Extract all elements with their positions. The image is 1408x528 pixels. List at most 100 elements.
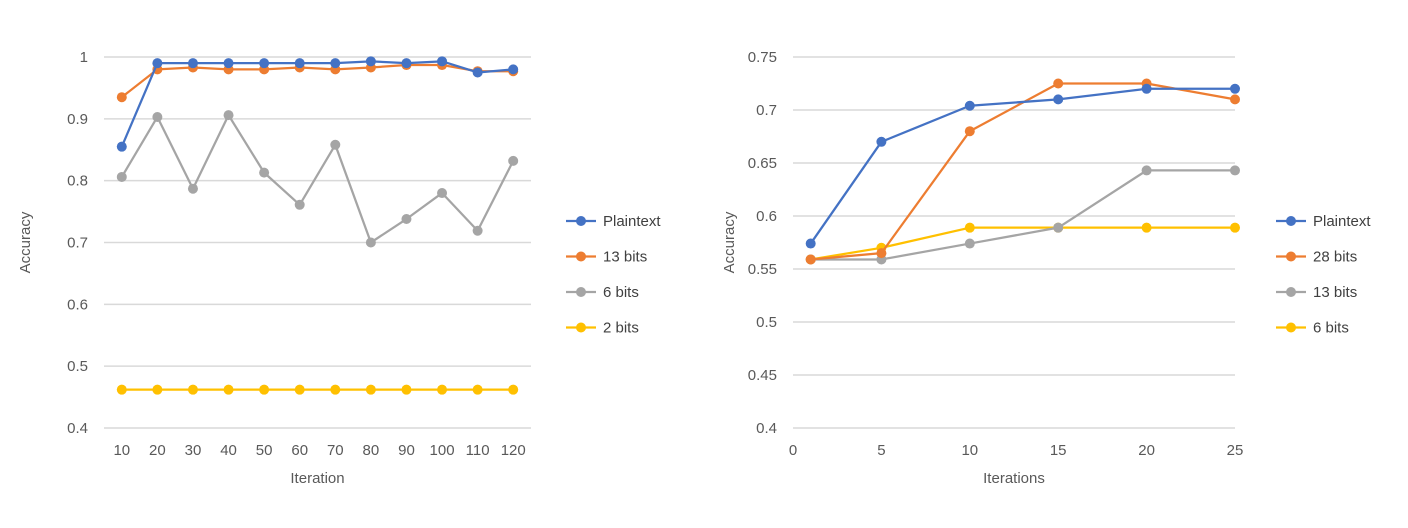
x-tick-label: 10: [113, 442, 130, 459]
data-point: [294, 58, 305, 69]
x-tick-label: 110: [466, 442, 490, 459]
data-point: [152, 111, 163, 122]
legend-marker: [576, 251, 586, 262]
data-point: [1053, 94, 1064, 105]
series-line: [121, 63, 514, 99]
x-tick-label: 70: [327, 442, 344, 459]
x-tick-label: 20: [149, 442, 166, 459]
data-point: [964, 126, 975, 137]
legend-marker: [1286, 322, 1296, 333]
data-point: [1053, 222, 1064, 233]
data-point: [1141, 83, 1152, 94]
y-tick-label: 0.6: [756, 208, 777, 225]
x-tick-label: 0: [789, 442, 797, 459]
y-tick-label: 0.55: [748, 261, 777, 278]
y-axis-title: Accuracy: [721, 211, 738, 273]
data-point: [294, 384, 305, 395]
series-line: [810, 82, 1236, 261]
data-point: [330, 58, 341, 69]
data-point: [1230, 94, 1240, 105]
data-point: [259, 58, 270, 69]
data-point: [437, 188, 448, 199]
x-tick-label: 120: [501, 442, 526, 459]
legend-label: 6 bits: [603, 284, 639, 301]
data-point: [187, 384, 198, 395]
legend-marker: [576, 216, 586, 226]
series-line: [120, 60, 514, 148]
y-tick-label: 0.65: [748, 155, 777, 172]
data-point: [152, 58, 163, 69]
chart-accuracy-vs-iterations: 0.4 0.45 0.5 0.55 0.6 0.65 0.7 0.75 0 5 10 15 20 25 Ac…: [721, 49, 1371, 487]
data-point: [330, 139, 341, 150]
x-tick-label: 5: [877, 442, 885, 459]
data-point: [259, 384, 270, 395]
data-point: [964, 238, 975, 249]
legend-label: Plaintext: [1313, 213, 1371, 230]
data-point: [964, 100, 975, 111]
data-point: [472, 67, 483, 78]
x-tick-label: 15: [1050, 442, 1067, 459]
y-tick-label: 0.5: [756, 314, 777, 331]
legend-label: 6 bits: [1313, 320, 1349, 337]
series-line: [810, 226, 1235, 261]
data-point: [223, 58, 234, 69]
data-point: [1230, 165, 1240, 176]
legend-marker: [1286, 251, 1296, 262]
data-point: [365, 237, 376, 248]
legend-label: 28 bits: [1313, 249, 1357, 266]
data-point: [1230, 222, 1240, 233]
data-point: [437, 384, 448, 395]
legend-label: 13 bits: [1313, 284, 1357, 301]
series-line: [809, 87, 1235, 245]
y-tick-label: 0.9: [67, 111, 88, 128]
x-tick-label: 50: [256, 442, 273, 459]
legend-label: 2 bits: [603, 320, 639, 337]
y-tick-label: 0.6: [67, 296, 88, 313]
y-axis-title: Accuracy: [17, 211, 34, 273]
legend-marker: [1286, 287, 1296, 297]
data-point: [805, 238, 816, 249]
data-point: [508, 155, 519, 166]
data-point: [365, 384, 376, 395]
legend-marker: [576, 322, 586, 333]
data-point: [116, 384, 127, 395]
x-tick-label: 60: [291, 442, 308, 459]
data-point: [472, 384, 483, 395]
y-tick-label: 0.4: [756, 420, 777, 437]
data-point: [964, 222, 975, 233]
data-point: [508, 384, 519, 395]
x-tick-label: 10: [961, 442, 978, 459]
y-tick-label: 0.5: [67, 358, 88, 375]
x-tick-label: 20: [1138, 442, 1155, 459]
x-tick-label: 90: [398, 442, 415, 459]
data-point: [1230, 83, 1240, 94]
data-point: [1141, 165, 1152, 176]
y-tick-label: 0.7: [756, 102, 777, 119]
x-tick-label: 40: [220, 442, 237, 459]
legend-label: Plaintext: [603, 213, 661, 230]
legend-label: 13 bits: [603, 249, 647, 266]
data-point: [259, 167, 270, 178]
y-tick-label: 0.75: [748, 49, 777, 66]
x-axis-title: Iterations: [983, 470, 1045, 487]
data-point: [401, 58, 412, 69]
data-point: [1053, 78, 1064, 89]
data-point: [876, 136, 887, 147]
y-tick-label: 0.45: [748, 367, 777, 384]
data-point: [116, 171, 127, 182]
data-point: [1141, 222, 1152, 233]
x-tick-label: 80: [363, 442, 380, 459]
y-tick-label: 0.4: [67, 420, 88, 437]
data-point: [805, 254, 816, 265]
data-point: [401, 384, 412, 395]
data-point: [187, 58, 198, 69]
legend-marker: [1286, 216, 1296, 226]
series-line: [120, 113, 515, 244]
data-point: [876, 248, 887, 259]
x-axis-title: Iteration: [290, 470, 344, 487]
data-point: [116, 141, 127, 152]
data-point: [294, 199, 305, 210]
data-point: [330, 384, 341, 395]
